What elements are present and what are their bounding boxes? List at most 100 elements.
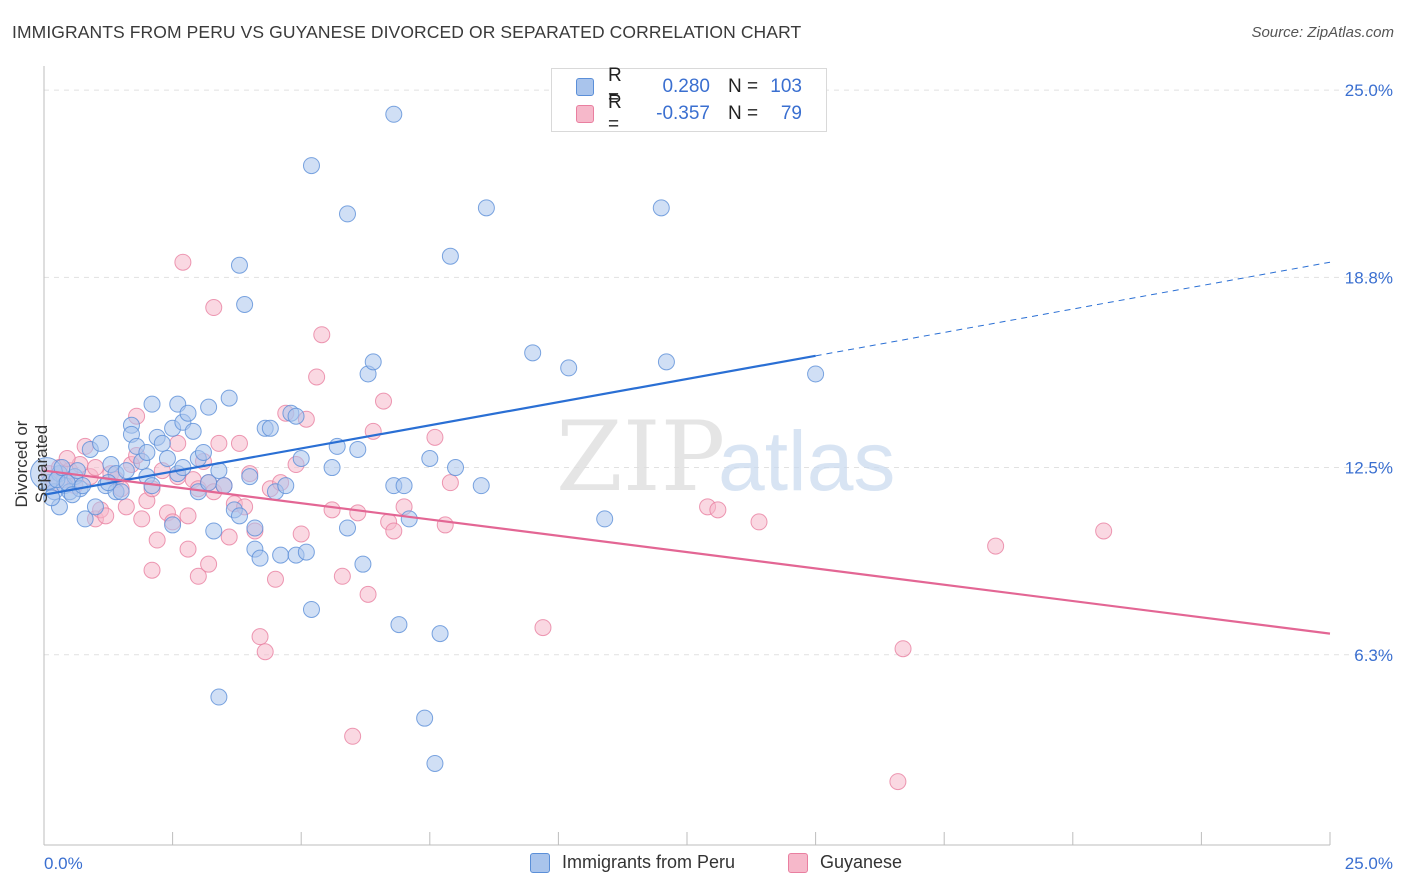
peru-point bbox=[236, 296, 254, 314]
x-tick-label: 25.0% bbox=[1345, 854, 1393, 873]
guyanese-point bbox=[179, 507, 197, 525]
guyanese-point bbox=[344, 727, 362, 745]
peru-point bbox=[76, 510, 94, 528]
guyanese-point bbox=[169, 434, 187, 452]
n-label: N = bbox=[728, 76, 759, 97]
guyanese-point bbox=[313, 326, 331, 344]
guyanese-point bbox=[323, 501, 341, 519]
peru-point bbox=[560, 359, 578, 377]
source-label: Source: ZipAtlas.com bbox=[1251, 24, 1394, 41]
peru-point bbox=[477, 199, 495, 217]
peru-point bbox=[112, 483, 130, 501]
peru-point bbox=[297, 543, 315, 561]
peru-point bbox=[807, 365, 825, 383]
peru-point bbox=[416, 709, 434, 727]
tick-labels: 6.3% 12.5% 18.8% 25.0% 0.0% 25.0% bbox=[44, 81, 1393, 873]
peru-point bbox=[174, 459, 192, 477]
axes bbox=[43, 66, 1331, 846]
guyanese-point bbox=[220, 528, 238, 546]
guyanese-point bbox=[86, 459, 104, 477]
peru-point bbox=[354, 555, 372, 573]
x-tick-label: 0.0% bbox=[44, 854, 83, 873]
r-value: -0.357 bbox=[656, 103, 710, 124]
peru-point bbox=[179, 404, 197, 422]
peru-point bbox=[302, 600, 320, 618]
guyanese-point bbox=[292, 525, 310, 543]
stats-legend: R = 0.280 N = 103 R = -0.357 N = 79 bbox=[551, 65, 827, 135]
peru-point bbox=[287, 407, 305, 425]
guyanese-point bbox=[174, 253, 192, 271]
peru-point bbox=[277, 477, 295, 495]
guyanese-point bbox=[256, 643, 274, 661]
r-label: R = bbox=[608, 92, 622, 135]
y-tick-label: 12.5% bbox=[1345, 459, 1393, 478]
peru-point bbox=[421, 450, 439, 467]
peru-point bbox=[158, 450, 176, 467]
peru-point bbox=[194, 443, 212, 461]
guyanese-point bbox=[205, 299, 223, 317]
n-value: 103 bbox=[770, 76, 802, 97]
peru-point bbox=[92, 434, 110, 452]
peru-point bbox=[338, 519, 356, 537]
peru-points bbox=[30, 105, 825, 772]
peru-point bbox=[323, 459, 341, 477]
peru-point bbox=[230, 256, 248, 274]
peru-point bbox=[153, 434, 171, 452]
guyanese-point bbox=[251, 628, 269, 646]
guyanese-point bbox=[426, 428, 444, 446]
peru-point bbox=[251, 549, 269, 567]
guyanese-point bbox=[148, 531, 166, 549]
peru-point bbox=[652, 199, 670, 217]
peru-point bbox=[426, 754, 444, 772]
peru-point bbox=[390, 616, 408, 634]
guyanese-point bbox=[987, 537, 1005, 555]
guyanese-point bbox=[894, 640, 912, 658]
peru-point bbox=[261, 419, 279, 437]
peru-point bbox=[200, 398, 218, 416]
peru-point bbox=[164, 516, 182, 534]
peru-swatch bbox=[576, 78, 594, 96]
guyanese-point bbox=[230, 434, 248, 452]
peru-trend-line bbox=[43, 354, 816, 496]
peru-point bbox=[596, 510, 614, 528]
peru-point bbox=[441, 247, 459, 265]
y-axis-label: Divorced or Separated bbox=[12, 420, 51, 508]
guyanese-point bbox=[436, 516, 454, 534]
legend-item-peru[interactable]: Immigrants from Peru bbox=[530, 852, 735, 873]
guyanese-points bbox=[40, 253, 1113, 791]
peru-point bbox=[385, 105, 403, 123]
y-tick-label: 25.0% bbox=[1345, 81, 1393, 100]
peru-point bbox=[431, 625, 449, 643]
legend-row-peru: R = 0.280 N = 103 bbox=[576, 65, 802, 108]
peru-point bbox=[230, 507, 248, 525]
peru-point bbox=[205, 522, 223, 540]
n-value: 79 bbox=[780, 103, 802, 124]
guyanese-trend-line bbox=[43, 469, 1331, 635]
guyanese-point bbox=[359, 585, 377, 603]
r-value: 0.280 bbox=[662, 76, 710, 97]
peru-point bbox=[400, 510, 418, 528]
guyanese-point bbox=[308, 368, 326, 386]
guyanese-point bbox=[143, 561, 161, 579]
legend-item-guyanese[interactable]: Guyanese bbox=[788, 852, 902, 873]
peru-point bbox=[86, 498, 104, 516]
guyanese-legend-swatch bbox=[788, 852, 808, 873]
guyanese-point bbox=[375, 392, 393, 410]
peru-point bbox=[292, 450, 310, 467]
peru-point bbox=[338, 205, 356, 223]
guyanese-point bbox=[441, 474, 459, 492]
guyanese-point bbox=[133, 510, 151, 528]
guyanese-point bbox=[1095, 522, 1113, 540]
peru-point bbox=[117, 462, 135, 480]
guyanese-point bbox=[200, 555, 218, 573]
chart-title: IMMIGRANTS FROM PERU VS GUYANESE DIVORCE… bbox=[12, 22, 802, 42]
peru-point bbox=[349, 440, 367, 458]
peru-point bbox=[447, 459, 465, 477]
guyanese-point bbox=[333, 567, 351, 585]
peru-point bbox=[302, 157, 320, 175]
watermark: ZIP atlas bbox=[556, 401, 895, 513]
watermark-atlas: atlas bbox=[718, 414, 895, 508]
trend-lines bbox=[43, 261, 1331, 635]
peru-point bbox=[246, 519, 264, 537]
